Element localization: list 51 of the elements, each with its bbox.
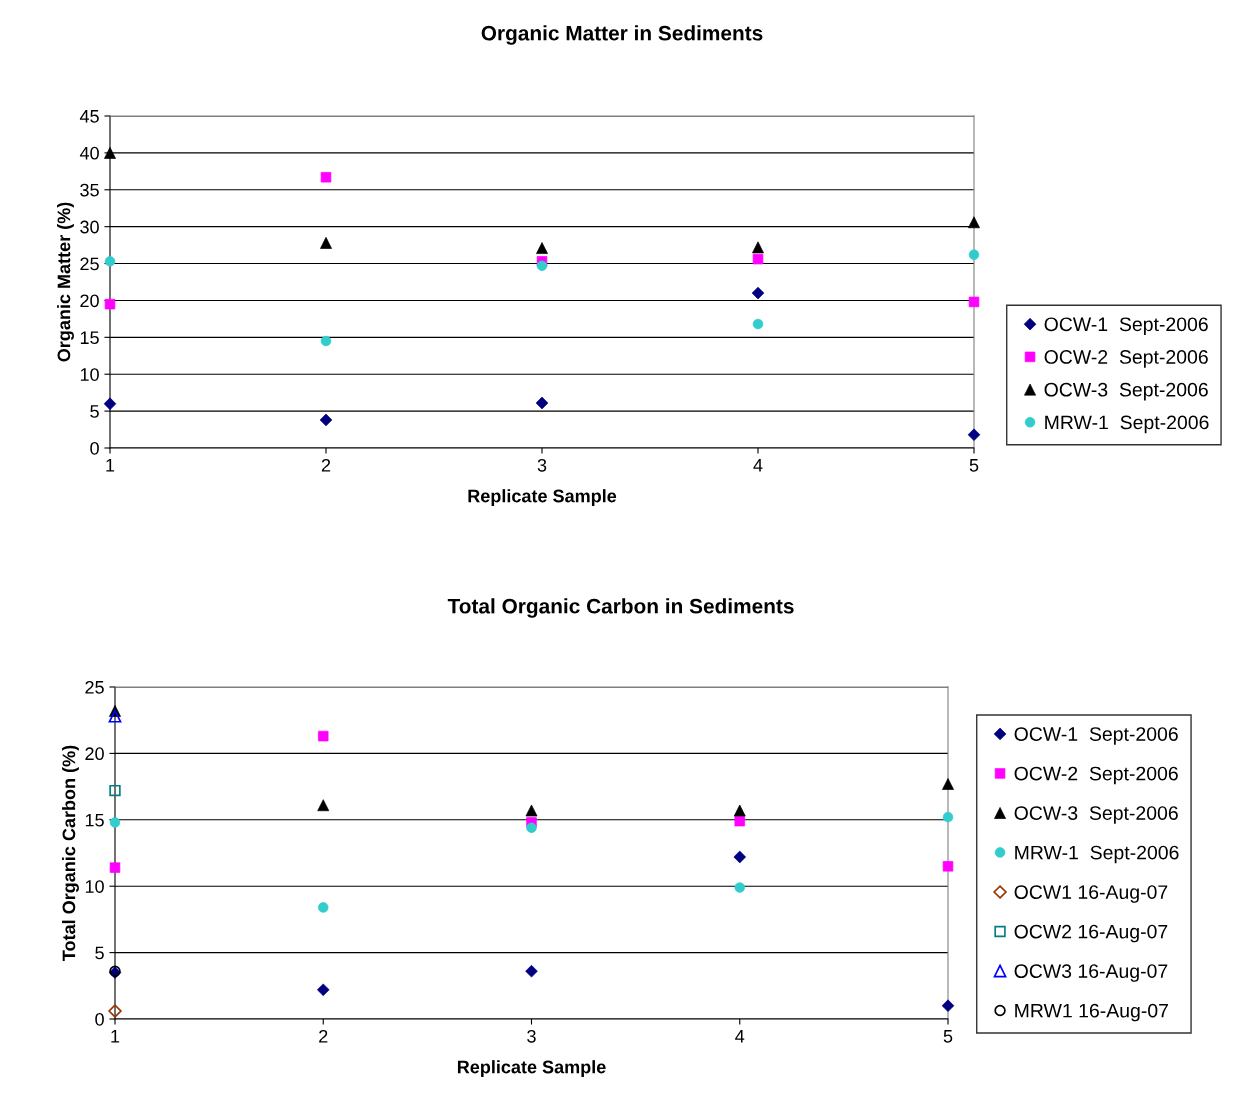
legend-label: MRW-1 Sept-2006 [1015, 845, 1179, 864]
legend-label: OCW-1 Sept-2006 [1044, 317, 1208, 335]
y-tick-label: 5 [95, 946, 104, 960]
legend-label: OCW-1 Sept-2006 [1014, 727, 1178, 745]
y-tick-label: 20 [80, 294, 99, 308]
legend-label: OCW3 16-Aug-07 [1014, 964, 1168, 982]
y-tick-label: 15 [80, 331, 99, 345]
y-tick-label: 0 [90, 441, 99, 455]
point [109, 784, 121, 797]
point [320, 172, 332, 183]
x-axis-title: Replicate Sample [457, 1060, 606, 1077]
legend-label: MRW-1 Sept-2006 [1045, 415, 1209, 434]
x-tick-label: 5 [969, 459, 979, 472]
y-tick-label: 45 [79, 110, 99, 123]
y-axis-title: Total Organic Carbon (%) [62, 745, 79, 961]
y-tick-label: 10 [80, 368, 99, 381]
x-tick-label: 1 [111, 1030, 120, 1043]
chart-title: Organic Matter in Sediments [481, 25, 763, 45]
legend-label: OCW2 16-Aug-07 [1014, 924, 1168, 943]
x-tick-label: 2 [321, 458, 331, 472]
point [752, 253, 764, 265]
x-tick-label: 5 [943, 1030, 953, 1043]
x-tick-label: 4 [753, 459, 763, 472]
legend-label: OCW-2 Sept-2006 [1014, 766, 1178, 785]
y-tick-label: 15 [85, 813, 104, 827]
point [104, 298, 116, 310]
y-tick-label: 0 [95, 1012, 104, 1026]
y-tick-label: 25 [80, 257, 99, 271]
y-axis-title: Organic Matter (%) [57, 202, 74, 362]
legend-label: MRW1 16-Aug-07 [1015, 1003, 1168, 1022]
y-tick-label: 20 [85, 747, 104, 761]
x-axis-title: Replicate Sample [468, 489, 617, 506]
x-tick-label: 3 [537, 458, 547, 472]
legend-label: OCW1 16-Aug-07 [1014, 885, 1168, 903]
point [108, 709, 122, 723]
legend-label: OCW-2 Sept-2006 [1044, 350, 1208, 368]
x-tick-label: 2 [319, 1029, 328, 1043]
x-tick-label: 4 [735, 1030, 745, 1043]
y-tick-label: 40 [79, 146, 99, 160]
y-tick-label: 35 [80, 183, 99, 197]
x-tick-label: 1 [106, 459, 115, 472]
y-tick-label: 10 [85, 880, 104, 893]
legend-label: OCW-3 Sept-2006 [1014, 806, 1178, 824]
y-tick-label: 5 [90, 405, 99, 418]
x-tick-label: 3 [527, 1029, 536, 1043]
point [942, 861, 954, 872]
chart-title: Total Organic Carbon in Sediments [447, 598, 794, 618]
legend-label: OCW-3 Sept-2006 [1044, 382, 1208, 401]
point [108, 1004, 122, 1018]
y-tick-label: 30 [80, 220, 99, 234]
y-tick-label: 25 [85, 680, 104, 694]
